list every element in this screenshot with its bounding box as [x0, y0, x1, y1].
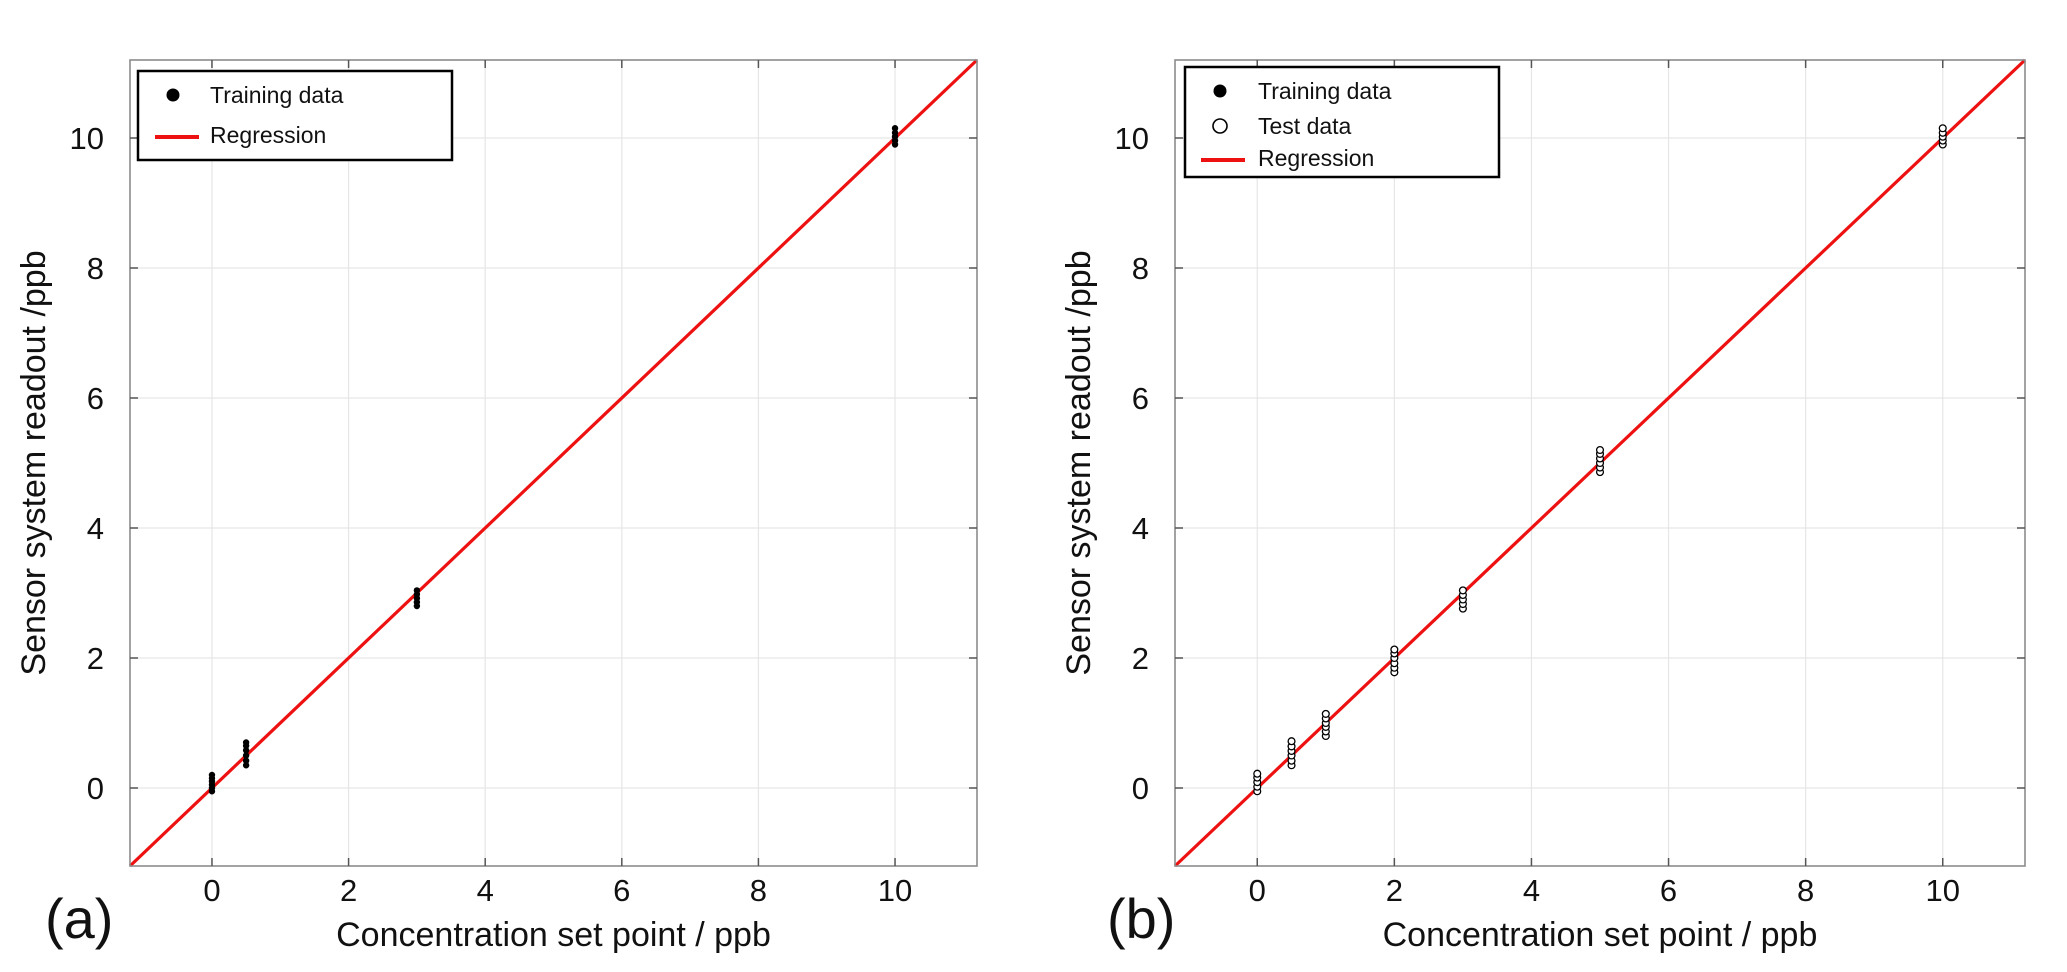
x-tick-label: 2 — [1386, 873, 1403, 908]
panel-b-y-axis-label: Sensor system readout /ppb — [1060, 250, 1098, 675]
panel-a-legend: Training data Regression — [136, 69, 454, 162]
y-tick-label: 10 — [1115, 121, 1149, 156]
panel-b-label: (b) — [1107, 887, 1175, 950]
legend-marker-training-data — [166, 88, 180, 102]
x-tick-label: 2 — [340, 873, 357, 908]
x-tick-label: 6 — [1660, 873, 1677, 908]
regression-line — [128, 58, 979, 868]
training-data-point — [891, 125, 899, 132]
test-data-point — [1253, 769, 1262, 778]
y-tick-label: 8 — [87, 251, 104, 286]
y-tick-label: 10 — [70, 121, 104, 156]
training-data-point — [891, 129, 899, 136]
test-data-point — [1287, 737, 1296, 746]
y-tick-label: 4 — [1132, 511, 1149, 546]
y-tick-label: 6 — [1132, 381, 1149, 416]
test-data-point — [1938, 124, 1947, 133]
panel-b: 0 2 4 6 8 10 0 2 4 6 8 10 Concentration set point /… — [1060, 58, 2027, 954]
panel-a-axes-frame — [129, 59, 978, 867]
training-data-point — [413, 587, 421, 594]
training-data-point — [242, 739, 250, 746]
legend-entry-training-data: Training data — [166, 82, 344, 108]
panel-b-legend: Training data Test data Regression — [1183, 65, 1501, 179]
training-data-point — [242, 747, 250, 754]
x-tick-label: 6 — [613, 873, 630, 908]
test-data-point — [1390, 645, 1399, 654]
legend-marker-test-data — [1212, 118, 1228, 134]
x-tick-label: 8 — [1797, 873, 1814, 908]
panel-a-points — [208, 125, 899, 795]
panel-b-ticks: 0 2 4 6 8 10 0 2 4 6 8 10 — [1115, 60, 2025, 908]
panel-b-x-axis-label: Concentration set point / ppb — [1383, 916, 1818, 954]
legend-entry-training-data: Training data — [1213, 78, 1392, 104]
panel-b-axes-frame — [1174, 59, 2026, 867]
x-tick-label: 4 — [1523, 873, 1540, 908]
panel-a-legend-box — [136, 69, 454, 162]
legend-marker-training-data — [1213, 84, 1227, 98]
legend-entry-test-data: Test data — [1212, 113, 1352, 139]
x-tick-label: 4 — [477, 873, 494, 908]
panel-a: 0 2 4 6 8 10 0 2 4 6 8 10 Concentration set point /… — [15, 58, 979, 954]
panel-a-y-axis-label: Sensor system readout /ppb — [15, 250, 53, 675]
x-tick-label: 0 — [1249, 873, 1266, 908]
x-tick-label: 8 — [750, 873, 767, 908]
legend-label-training-data: Training data — [210, 82, 344, 108]
x-tick-label: 10 — [878, 873, 912, 908]
legend-label-regression: Regression — [1258, 145, 1374, 171]
legend-entry-regression: Regression — [1201, 145, 1374, 171]
y-tick-label: 6 — [87, 381, 104, 416]
panel-b-points — [1253, 124, 1947, 796]
panel-a-ticks: 0 2 4 6 8 10 0 2 4 6 8 10 — [70, 60, 977, 908]
y-tick-label: 4 — [87, 511, 104, 546]
legend-label-training-data: Training data — [1258, 78, 1392, 104]
y-tick-label: 0 — [1132, 771, 1149, 806]
x-tick-label: 10 — [1925, 873, 1959, 908]
panel-a-regression-layer — [128, 58, 979, 868]
y-tick-label: 0 — [87, 771, 104, 806]
training-data-point — [242, 762, 250, 769]
legend-label-test-data: Test data — [1258, 113, 1352, 139]
legend-label-regression: Regression — [210, 122, 326, 148]
y-tick-label: 8 — [1132, 251, 1149, 286]
training-data-point — [208, 771, 216, 779]
test-data-point — [1595, 445, 1605, 455]
test-data-point — [1321, 709, 1330, 718]
training-data-point — [242, 757, 250, 764]
y-tick-label: 2 — [1132, 641, 1149, 676]
training-data-point — [242, 752, 250, 759]
test-data-point — [1458, 586, 1467, 595]
panel-a-x-axis-label: Concentration set point / ppb — [336, 916, 771, 954]
legend-entry-regression: Regression — [155, 122, 326, 148]
y-tick-label: 2 — [87, 641, 104, 676]
x-tick-label: 0 — [203, 873, 220, 908]
panel-a-label: (a) — [45, 887, 113, 950]
